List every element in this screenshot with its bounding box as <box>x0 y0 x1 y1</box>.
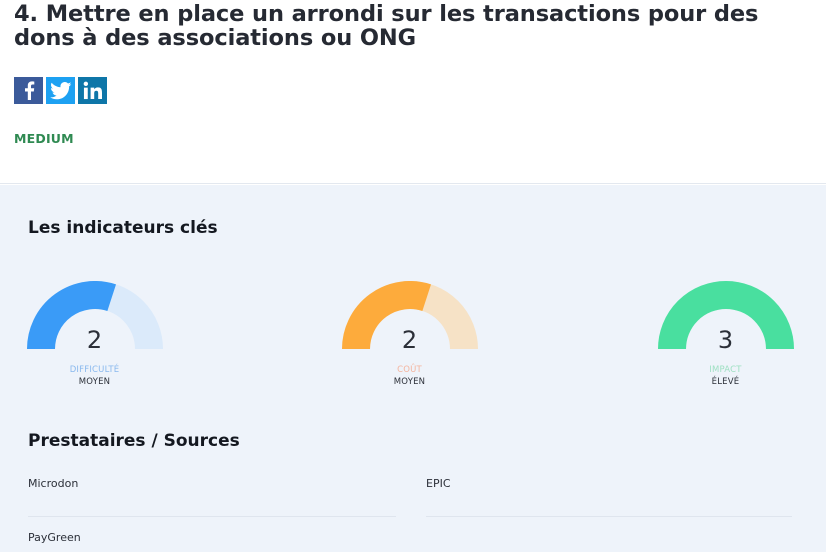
indicators-heading: Les indicateurs clés <box>28 218 218 238</box>
gauge-difficulty-arc <box>27 281 163 350</box>
gauge-difficulty: 2 DIFFICULTÉ MOYEN <box>26 281 164 391</box>
gauge-fill <box>27 281 117 350</box>
linkedin-icon <box>83 81 102 100</box>
linkedin-share-button[interactable] <box>78 77 107 104</box>
provider-divider <box>28 516 396 517</box>
gauge-impact-arc <box>658 281 794 350</box>
gauge-rating: ÉLEVÉ <box>711 377 740 387</box>
indicators-section: Les indicateurs clés 2 DIFFICULTÉ MOYEN … <box>0 185 826 552</box>
twitter-share-button[interactable] <box>46 77 75 104</box>
gauge-value: 3 <box>717 326 734 354</box>
providers-heading: Prestataires / Sources <box>28 431 240 451</box>
gauge-rating: MOYEN <box>393 377 426 387</box>
facebook-icon <box>24 81 34 100</box>
facebook-share-button[interactable] <box>14 77 43 104</box>
social-share-bar <box>14 77 107 104</box>
provider-divider <box>426 516 792 517</box>
gauge-cost: 2 COÛT MOYEN <box>341 281 479 391</box>
gauge-fill <box>342 281 432 350</box>
gauge-label: DIFFICULTÉ <box>69 365 120 375</box>
page-title: 4. Mettre en place un arrondi sur les tr… <box>14 1 759 51</box>
provider-item[interactable]: EPIC <box>426 477 451 490</box>
gauge-rating: MOYEN <box>78 377 111 387</box>
level-badge: MEDIUM <box>14 131 74 146</box>
article-header: 4. Mettre en place un arrondi sur les tr… <box>0 0 826 184</box>
gauge-value: 2 <box>86 326 103 354</box>
gauge-label: COÛT <box>397 365 422 375</box>
provider-item[interactable]: Microdon <box>28 477 79 490</box>
provider-item[interactable]: PayGreen <box>28 531 81 544</box>
gauge-impact: 3 IMPACT ÉLEVÉ <box>657 281 795 391</box>
gauge-label: IMPACT <box>709 365 742 375</box>
gauge-value: 2 <box>401 326 418 354</box>
gauge-cost-arc <box>342 281 478 350</box>
twitter-icon <box>49 81 71 99</box>
gauge-fill <box>658 281 794 350</box>
